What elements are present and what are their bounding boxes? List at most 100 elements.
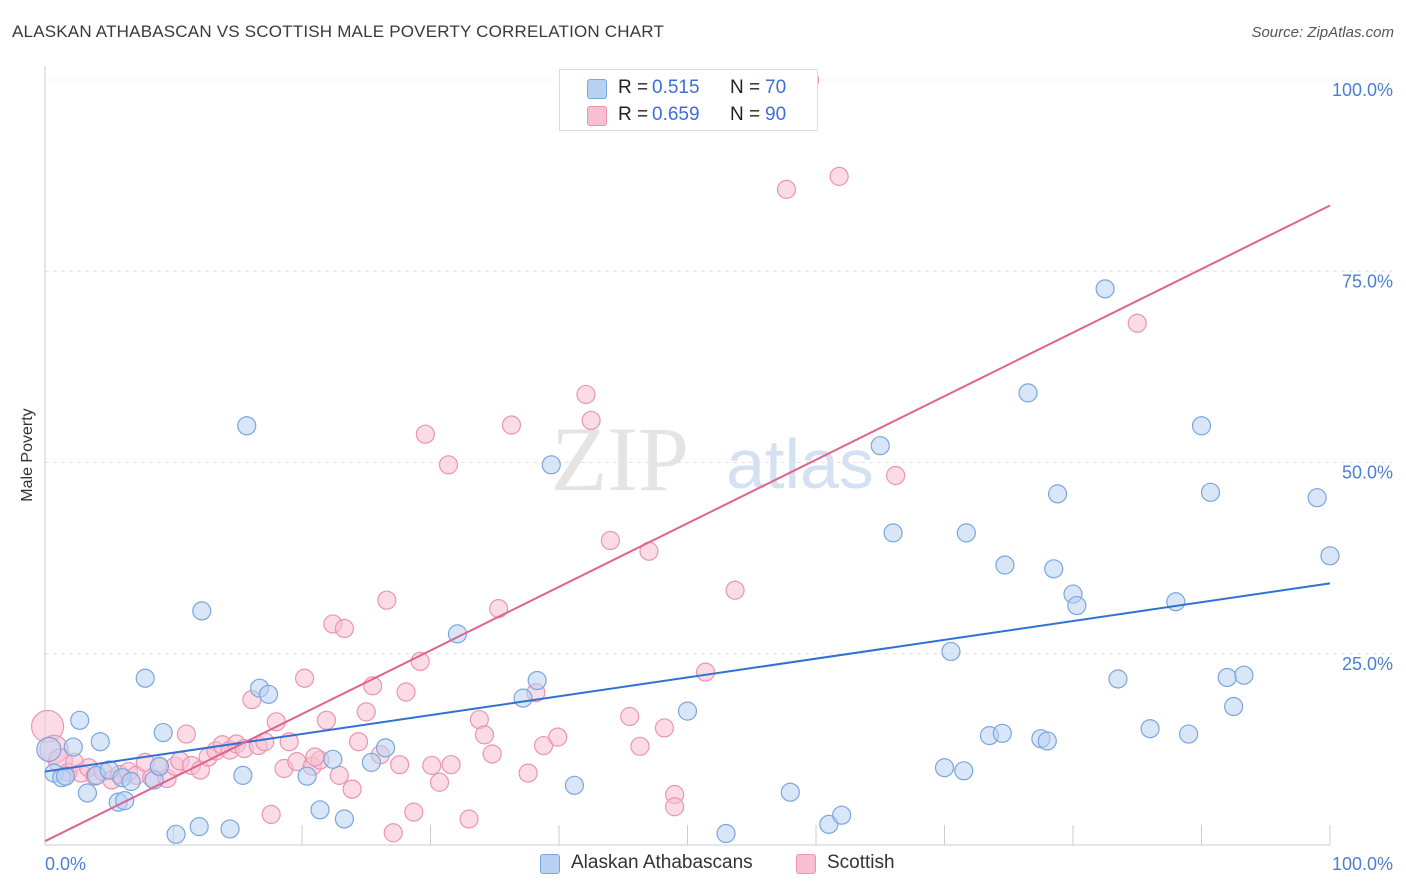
scottish-point <box>533 735 554 756</box>
y-tick-label: 75.0% <box>1342 271 1393 291</box>
scottish-point <box>377 590 397 610</box>
athabascan-point <box>541 455 561 475</box>
athabascan-point <box>1179 724 1199 744</box>
legend-r-label: R = <box>618 77 649 98</box>
athabascan-point <box>716 823 736 844</box>
bottom-legend-swatch-blue <box>540 854 560 874</box>
scottish-point <box>474 725 495 745</box>
scottish-point <box>581 410 601 431</box>
athabascan-point <box>883 523 903 543</box>
scottish-point <box>776 179 797 199</box>
athabascan-point <box>780 782 800 802</box>
athabascan-point <box>1108 669 1128 689</box>
scottish-point <box>665 797 685 817</box>
athabascan-point <box>36 736 62 762</box>
athabascan-point <box>361 752 381 772</box>
athabascan-point <box>189 817 209 837</box>
scottish-point <box>725 580 745 600</box>
zipatlas-watermark: ZIP atlas <box>551 408 874 510</box>
legend-row-scottish: R = 0.659 N = 90 <box>560 101 817 129</box>
grid-lines <box>45 79 1392 655</box>
athabascan-point <box>63 737 83 757</box>
scottish-point <box>630 736 650 756</box>
scottish-point <box>886 465 906 486</box>
athabascan-point <box>153 722 173 743</box>
bottom-legend-label-pink: Scottish <box>827 852 895 873</box>
scottish-point <box>305 747 325 767</box>
scottish-point <box>482 744 502 764</box>
legend-swatch-blue <box>587 79 607 99</box>
athabascan-point <box>90 732 110 752</box>
athabascan-point <box>77 783 98 803</box>
scottish-points <box>30 70 1147 843</box>
scottish-point <box>383 823 403 843</box>
legend-r-value: 0.659 <box>652 104 700 125</box>
scottish-point <box>415 424 435 444</box>
scottish-point <box>829 166 849 186</box>
athabascan-point <box>55 766 76 786</box>
athabascan-point <box>1140 719 1160 739</box>
athabascan-point <box>70 710 90 730</box>
scottish-point <box>459 809 479 829</box>
source-label: Source: ZipAtlas.com <box>1251 24 1394 41</box>
x-tick-label-max: 100.0% <box>1332 854 1393 874</box>
athabascan-point <box>677 701 698 721</box>
legend-n-label: N = <box>730 104 761 125</box>
athabascan-point <box>995 555 1015 575</box>
scottish-point <box>294 668 315 688</box>
athabascan-point <box>564 775 585 795</box>
athabascan-trend-line <box>44 582 1331 773</box>
bottom-legend-swatch-pink <box>796 854 816 874</box>
scottish-point <box>429 772 450 792</box>
scottish-point <box>422 755 442 776</box>
legend-swatch-pink <box>587 106 607 126</box>
athabascan-point <box>375 738 396 758</box>
y-tick-label: 25.0% <box>1342 654 1393 674</box>
athabascan-point <box>323 749 343 769</box>
athabascan-point <box>233 765 253 785</box>
scottish-point <box>261 804 281 825</box>
svg-text:atlas: atlas <box>726 425 874 503</box>
scottish-point <box>316 710 337 730</box>
athabascan-point <box>1095 279 1115 299</box>
legend: R = 0.515 N = 70 R = 0.659 N = 90 <box>559 69 818 131</box>
athabascan-point <box>934 758 955 778</box>
athabascan-point <box>1018 383 1038 403</box>
scottish-point <box>489 599 509 619</box>
athabascan-point <box>1037 731 1057 751</box>
athabascan-point <box>135 668 155 688</box>
x-tick-label-min: 0.0% <box>45 854 86 874</box>
scottish-point <box>548 727 568 747</box>
athabascan-point <box>956 523 976 543</box>
athabascan-point <box>310 800 330 820</box>
scottish-point <box>348 732 369 752</box>
athabascan-point <box>1307 488 1327 508</box>
scottish-point <box>334 618 355 639</box>
scottish-trend-line <box>44 204 1331 843</box>
athabascan-point <box>941 641 961 662</box>
athabascan-point <box>1067 595 1087 616</box>
y-tick-label: 100.0% <box>1332 80 1393 100</box>
scottish-point <box>1127 313 1147 333</box>
scottish-point <box>600 530 621 551</box>
legend-n-label: N = <box>730 77 761 98</box>
trend-lines <box>44 204 1331 843</box>
athabascan-point <box>832 805 852 825</box>
scottish-point <box>266 712 286 732</box>
legend-r-value: 0.515 <box>652 77 700 98</box>
athabascan-point <box>1047 484 1068 504</box>
bottom-legend-label-blue: Alaskan Athabascans <box>571 852 753 873</box>
athabascan-point <box>297 766 317 786</box>
scottish-point <box>518 763 538 783</box>
chart-title: ALASKAN ATHABASCAN VS SCOTTISH MALE POVE… <box>12 22 665 41</box>
legend-n-value: 70 <box>765 77 787 98</box>
svg-text:ZIP: ZIP <box>551 408 689 510</box>
athabascan-point <box>115 791 135 811</box>
scottish-point <box>329 765 349 785</box>
scottish-point <box>441 755 461 775</box>
scottish-point <box>438 455 459 475</box>
athabascan-point <box>258 684 279 704</box>
athabascan-point <box>527 670 547 691</box>
athabascan-point <box>237 416 257 436</box>
athabascan-point <box>166 824 186 844</box>
